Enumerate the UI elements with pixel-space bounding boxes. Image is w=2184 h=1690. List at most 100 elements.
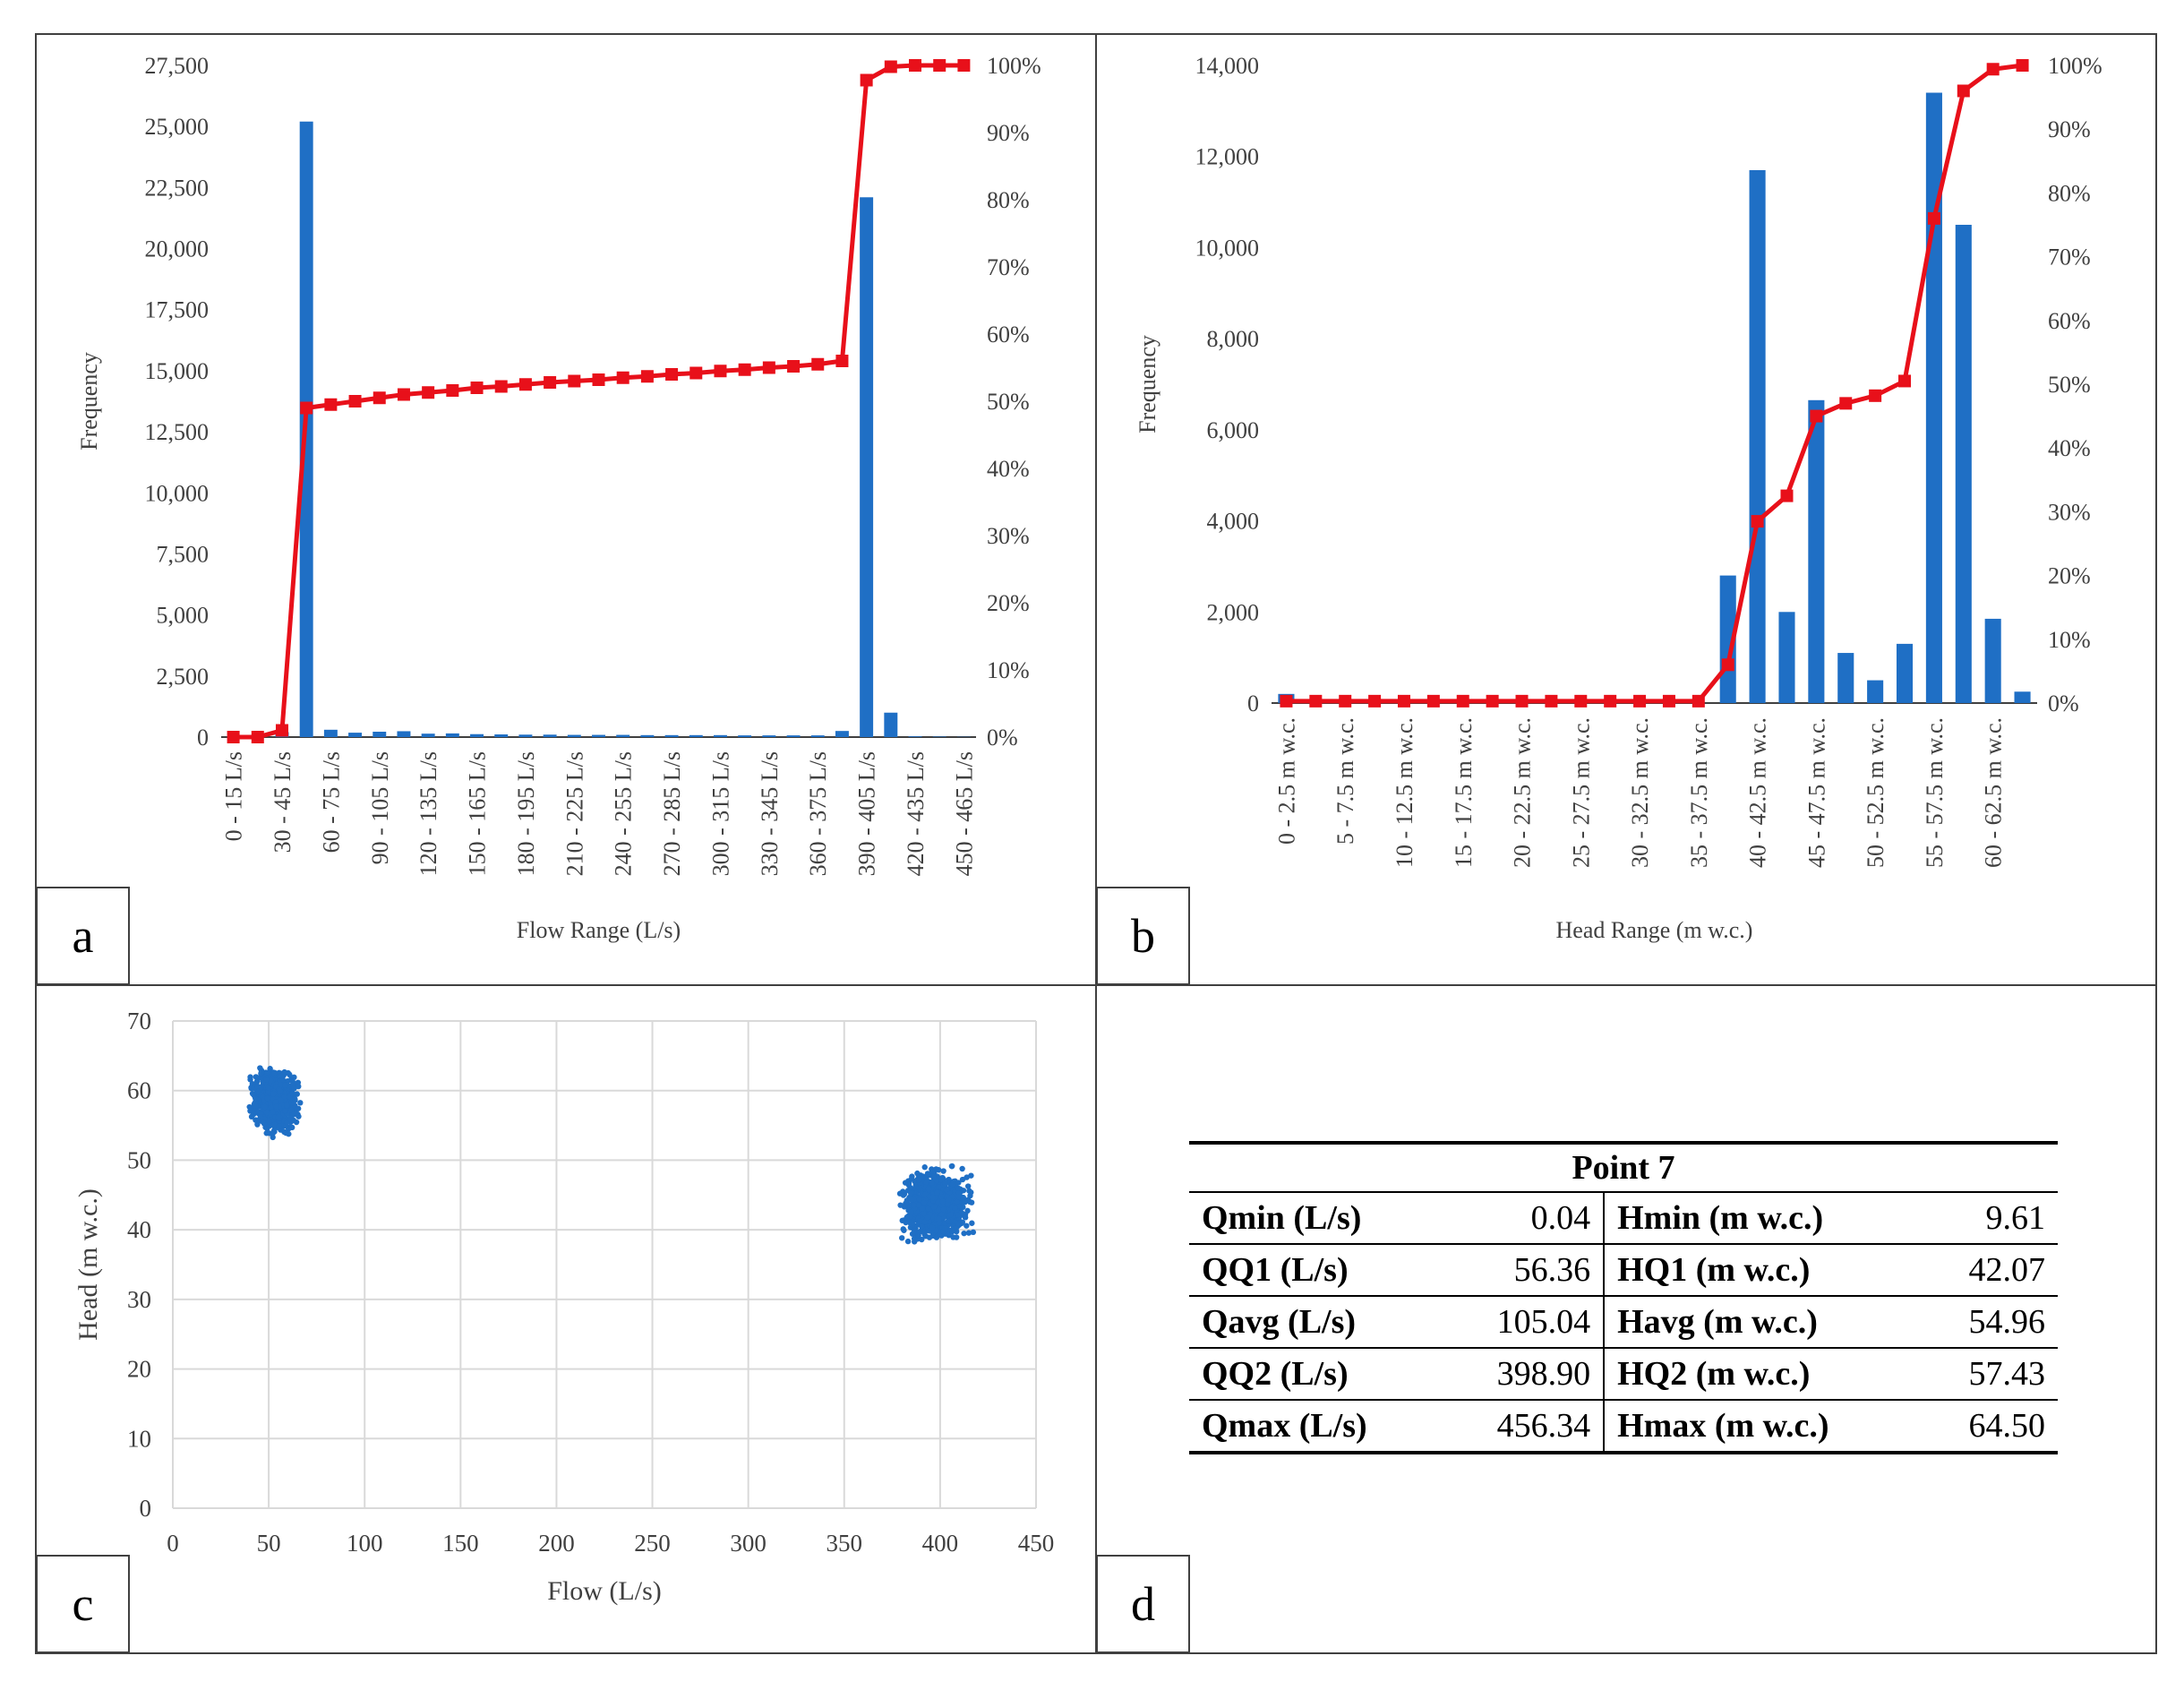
scatter-point: [282, 1108, 288, 1114]
chart-b-head-histogram: 0 2,000 4,000 6,000 8,000 10,000 12,000 14,000 0…: [1135, 53, 2103, 943]
y-tick-label: 70: [127, 1008, 151, 1034]
table-row: Qmax (L/s) 456.34 Hmax (m w.c.) 64.50: [1189, 1400, 2058, 1454]
y-axis-title: Frequency: [76, 352, 102, 450]
cumulative-marker: [1426, 694, 1440, 708]
y2-tick-label: 70%: [987, 254, 1030, 280]
h-label: Hmax (m w.c.): [1604, 1400, 1923, 1454]
scatter-point: [909, 1222, 915, 1228]
scatter-point: [278, 1097, 284, 1103]
statistics-table: Point 7 Qmin (L/s) 0.04 Hmin (m w.c.) 9.…: [1189, 1141, 2058, 1454]
scatter-point: [898, 1235, 905, 1241]
bar: [397, 731, 411, 737]
x-tick-label: 60 - 62.5 m w.c.: [1981, 717, 2007, 868]
y2-tick-label: 50%: [2048, 372, 2091, 398]
x-tick-label: 240 - 255 L/s: [611, 751, 637, 876]
y-tick-label: 15,000: [145, 358, 210, 384]
scatter-point: [295, 1083, 302, 1090]
table-row: Qmin (L/s) 0.04 Hmin (m w.c.) 9.61: [1189, 1192, 2058, 1245]
cumulative-marker: [1486, 694, 1499, 708]
scatter-point: [266, 1130, 273, 1137]
y2-tick-label: 100%: [2048, 53, 2103, 79]
y2-tick-label: 30%: [987, 523, 1030, 549]
y-tick-label: 2,000: [1207, 599, 1260, 625]
bar: [640, 734, 655, 737]
bar: [1749, 169, 1766, 703]
scatter-point: [253, 1095, 259, 1102]
scatter-point: [921, 1210, 927, 1217]
x-axis-title: Flow (L/s): [547, 1576, 662, 1606]
bar: [323, 729, 338, 737]
x-tick-label: 60 - 75 L/s: [318, 751, 344, 853]
y-tick-label: 0: [197, 725, 209, 751]
scatter-point: [905, 1182, 912, 1188]
scatter-point: [258, 1069, 264, 1077]
x-tick-label: 300 - 315 L/s: [707, 751, 733, 876]
scatter-point: [952, 1205, 958, 1211]
bar: [1867, 680, 1884, 703]
scatter-point: [917, 1218, 923, 1224]
scatter-point: [949, 1162, 955, 1170]
bar: [1896, 643, 1914, 703]
scatter-point: [921, 1231, 928, 1238]
scatter-point: [953, 1234, 960, 1240]
x-tick-label: 0 - 2.5 m w.c.: [1273, 717, 1299, 845]
cumulative-marker: [1280, 694, 1293, 708]
y-tick-label: 30: [127, 1286, 151, 1313]
cumulative-marker: [1839, 397, 1853, 410]
y-tick-label: 25,000: [145, 114, 210, 140]
h-value: 9.61: [1922, 1192, 2058, 1245]
scatter-point: [293, 1110, 300, 1117]
x-tick-label: 330 - 345 L/s: [757, 751, 783, 876]
cumulative-marker: [1633, 694, 1647, 708]
scatter-point: [969, 1220, 975, 1226]
x-tick-label: 210 - 225 L/s: [561, 751, 587, 876]
scatter-point: [930, 1174, 937, 1180]
x-tick-label: 450: [1018, 1530, 1055, 1557]
bar: [664, 734, 679, 737]
x-axis-title: Head Range (m w.c.): [1556, 917, 1753, 943]
x-tick-label: 90 - 105 L/s: [367, 751, 393, 864]
scatter-point: [277, 1082, 284, 1088]
bar: [884, 712, 898, 737]
cumulative-marker: [300, 401, 313, 415]
scatter-point: [272, 1099, 279, 1105]
scatter-point: [291, 1085, 297, 1092]
cumulative-marker: [1780, 489, 1794, 502]
y-tick-label: 2,500: [157, 664, 210, 690]
scatter-point: [924, 1171, 931, 1177]
bar: [738, 735, 752, 737]
cumulative-marker: [1397, 694, 1410, 708]
scatter-point: [288, 1107, 295, 1113]
x-tick-label: 100: [347, 1530, 383, 1557]
chart-a-flow-histogram: 0 2,500 5,000 7,500 10,000 12,500 15,000 17,500…: [76, 53, 1041, 943]
cumulative-marker: [1574, 694, 1588, 708]
x-tick-label: 25 - 27.5 m w.c.: [1568, 717, 1594, 868]
y-tick-label: 6,000: [1207, 417, 1260, 443]
y2-tick-label: 0%: [987, 725, 1018, 751]
x-tick-label: 350: [826, 1530, 863, 1557]
scatter-point: [289, 1090, 295, 1097]
bar: [518, 734, 533, 737]
cumulative-marker: [1604, 694, 1617, 708]
q-value: 456.34: [1443, 1400, 1606, 1454]
cumulative-marker: [397, 388, 410, 401]
y-axis-title: Frequency: [1135, 335, 1161, 433]
bar: [908, 736, 922, 737]
cumulative-marker: [1986, 63, 2000, 76]
scatter-point: [929, 1180, 936, 1186]
bar: [470, 733, 484, 737]
scatter-point: [955, 1222, 963, 1228]
q-value: 398.90: [1443, 1348, 1606, 1401]
scatter-point: [964, 1222, 970, 1229]
h-label: Hmin (m w.c.): [1604, 1192, 1923, 1245]
cumulative-marker: [714, 365, 727, 378]
q-label: QQ1 (L/s): [1189, 1244, 1444, 1297]
scatter-point: [278, 1073, 285, 1079]
cumulative-marker: [2016, 59, 2029, 72]
scatter-point: [938, 1177, 945, 1183]
x-tick-label: 0 - 15 L/s: [221, 751, 247, 841]
cumulative-marker: [251, 731, 264, 743]
cumulative-marker: [860, 73, 873, 87]
bar: [494, 734, 509, 737]
y-tick-label: 60: [127, 1077, 151, 1104]
